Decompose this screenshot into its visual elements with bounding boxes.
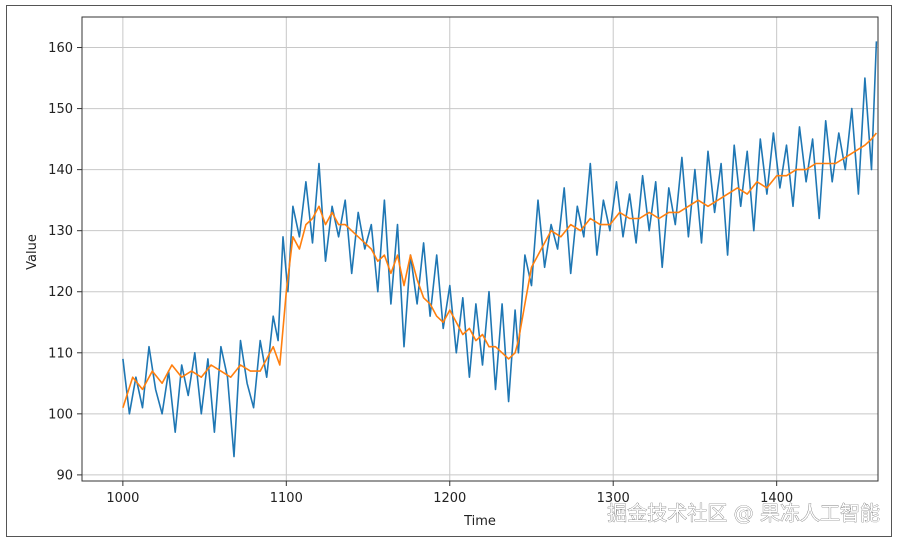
x-tick-label: 1400 <box>760 491 793 506</box>
chart-frame <box>6 5 892 537</box>
x-tick-label: 1300 <box>597 491 630 506</box>
ticks: 1000 1100 1200 1300 1400 90 100 110 120 130 140 150… <box>48 41 793 506</box>
x-tick-label: 1200 <box>433 491 466 506</box>
series-line-blue <box>122 41 878 458</box>
y-tick-label: 110 <box>48 346 73 361</box>
x-tick-label: 1000 <box>106 491 139 506</box>
x-axis-label: Time <box>463 514 496 529</box>
plot-area <box>81 16 879 482</box>
y-tick-label: 120 <box>48 285 73 300</box>
grid <box>82 17 878 481</box>
series-lines <box>122 41 878 458</box>
series-line-orange <box>122 132 878 408</box>
y-tick-label: 100 <box>48 407 73 422</box>
y-axis-label: Value <box>25 234 40 270</box>
x-tick-label: 1100 <box>270 491 303 506</box>
watermark: 掘金技术社区 @ 果冻人工智能 <box>607 501 880 525</box>
y-tick-label: 150 <box>48 102 73 117</box>
y-tick-label: 130 <box>48 224 73 239</box>
y-tick-label: 90 <box>56 468 73 483</box>
y-tick-label: 140 <box>48 163 73 178</box>
y-tick-label: 160 <box>48 41 73 56</box>
